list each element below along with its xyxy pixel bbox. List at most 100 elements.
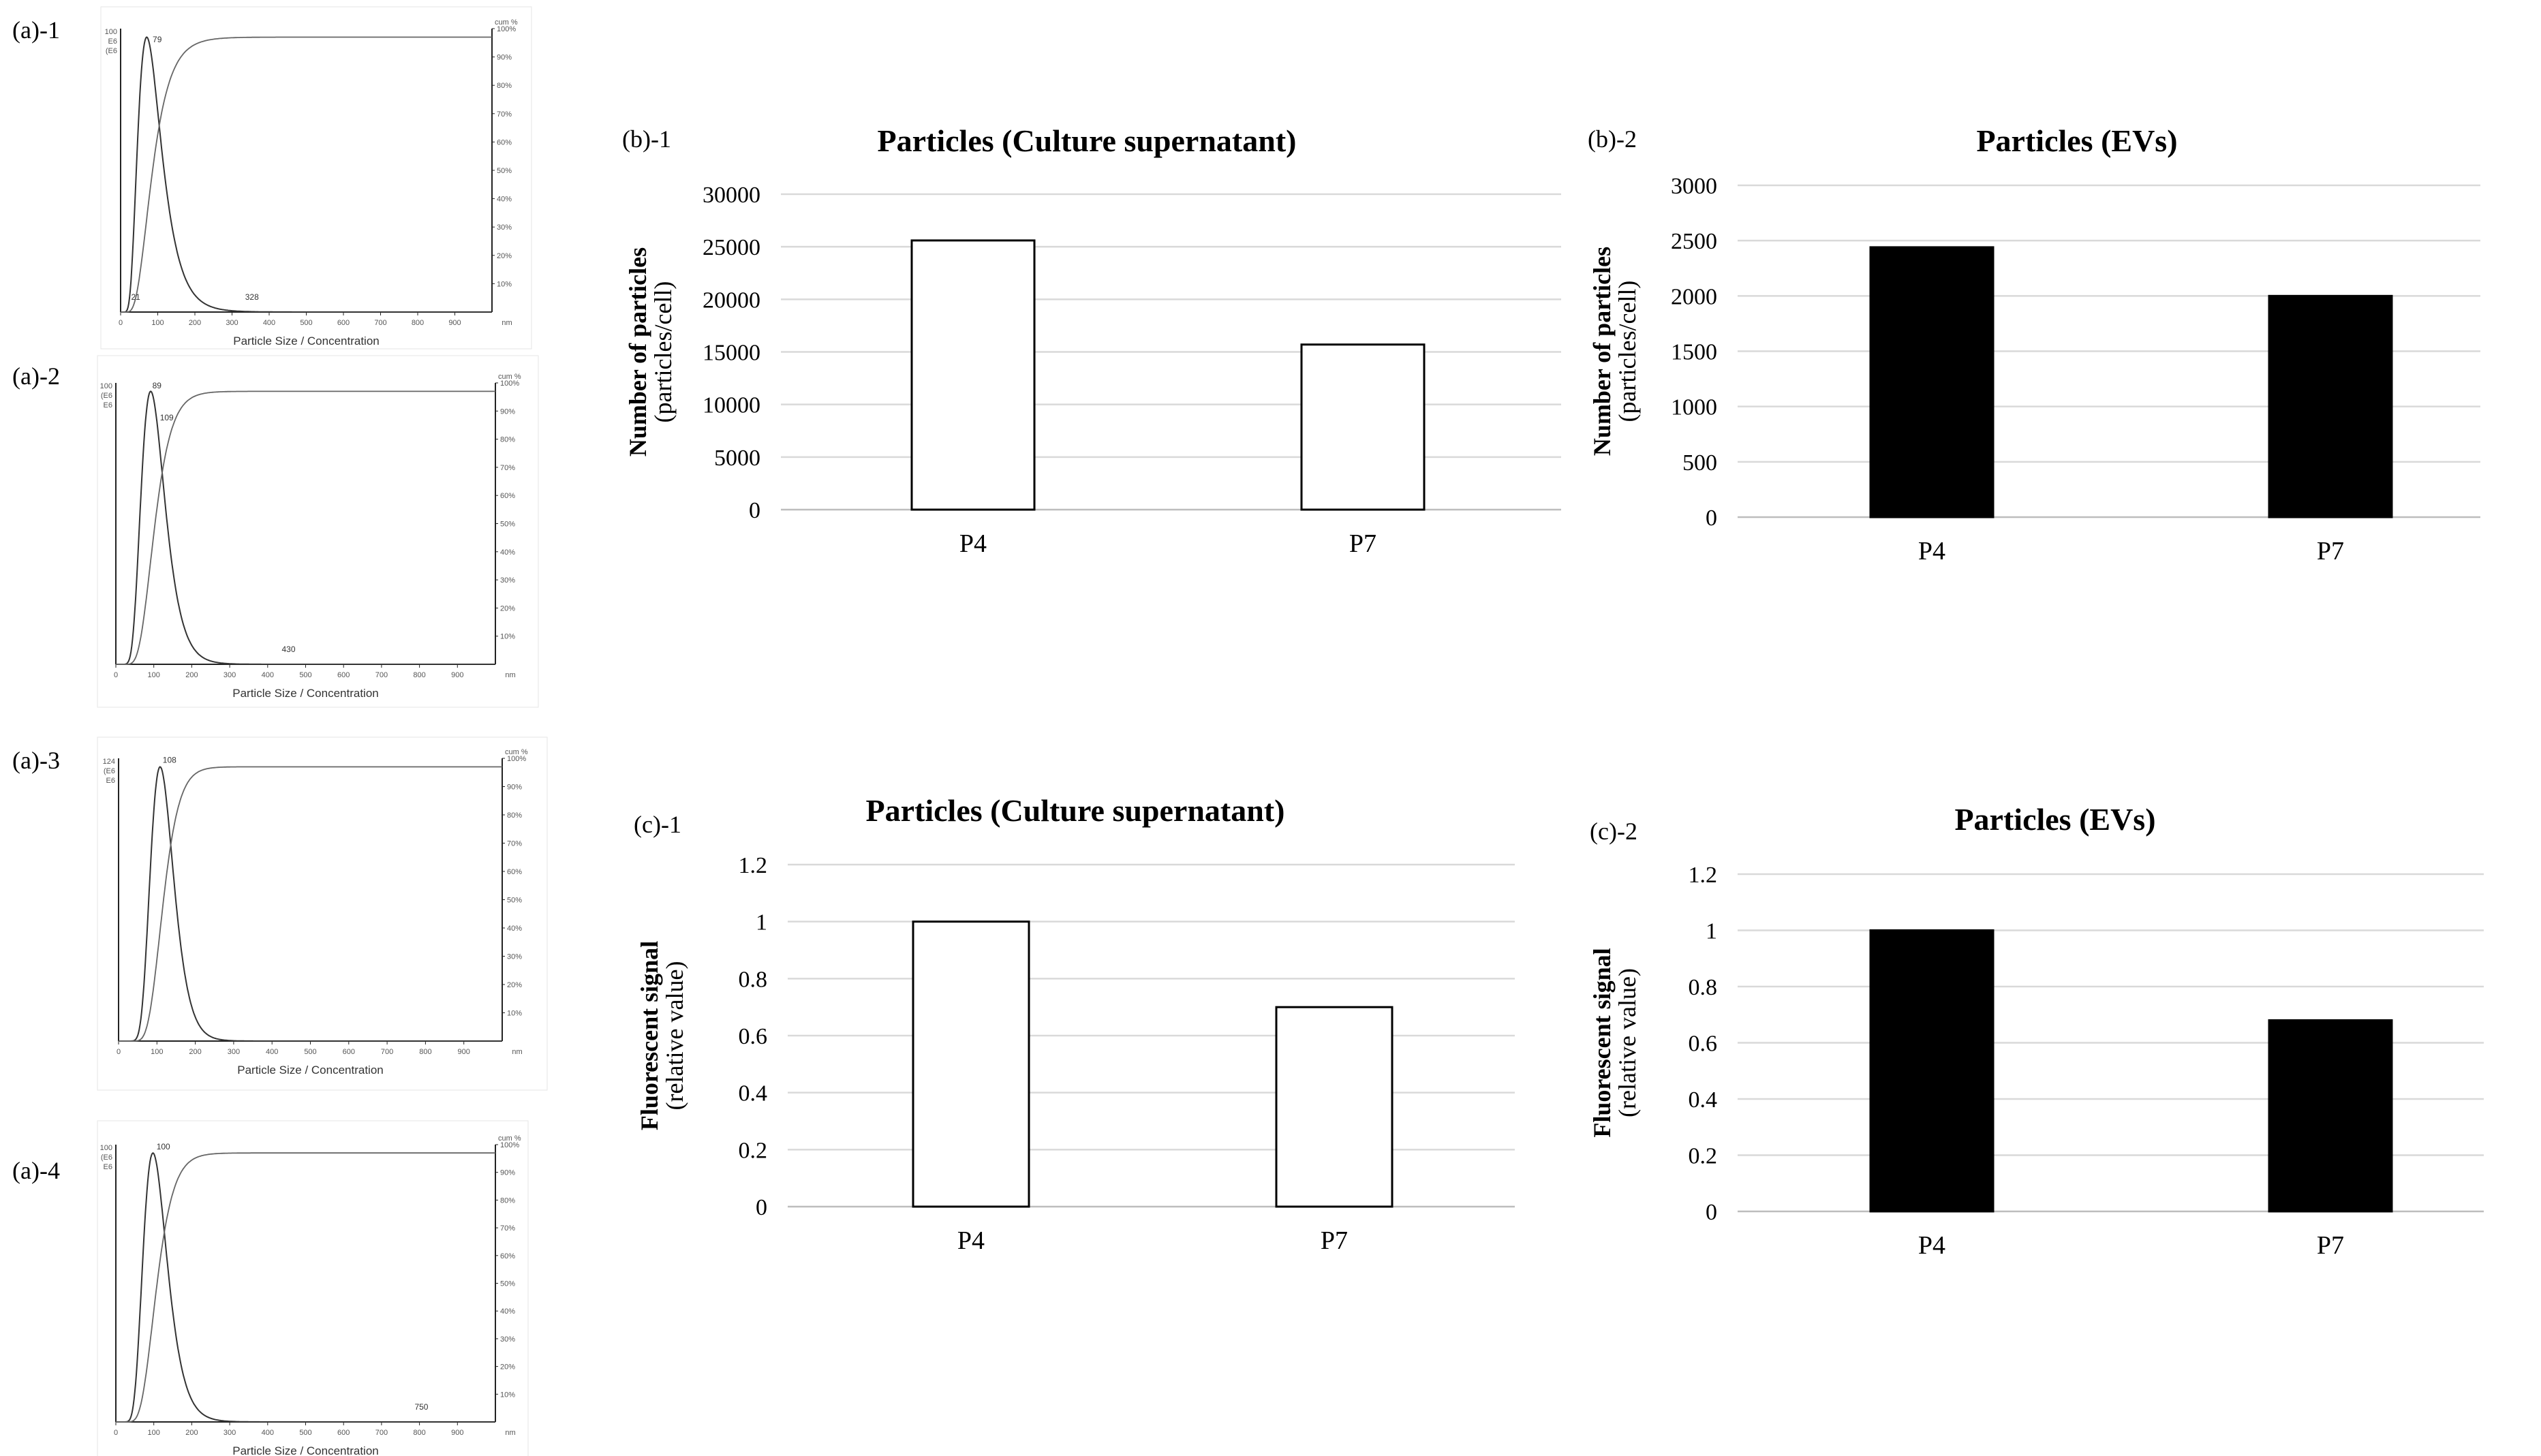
y2-unit-label: cum %: [495, 18, 518, 27]
y-tick-label: 0.4: [739, 1081, 768, 1106]
x-axis-title: Particle Size / Concentration: [233, 335, 380, 347]
y-tick-label: (E6: [104, 767, 115, 775]
y2-tick-label: 40%: [507, 925, 522, 933]
x-tick-label: 200: [185, 1429, 198, 1437]
y2-tick-label: 50%: [507, 897, 522, 905]
x-tick-label: 500: [299, 1429, 311, 1437]
panel-label: (a)-4: [12, 1157, 60, 1184]
y2-tick-label: 90%: [497, 54, 512, 62]
y2-tick-label: 80%: [500, 1196, 515, 1205]
x-tick-label: 200: [185, 671, 198, 679]
x-tick-label: 800: [412, 319, 424, 327]
y2-tick-label: 10%: [497, 280, 512, 288]
distribution-line: [116, 390, 495, 665]
x-tick-label: 900: [448, 319, 461, 327]
bar-p7: [1275, 1006, 1393, 1208]
y2-tick-label: 40%: [497, 196, 512, 204]
y-tick-label: (E6: [101, 1153, 112, 1162]
panel-label: (b)-2: [1588, 125, 1637, 153]
x-axis-title: Particle Size / Concentration: [232, 687, 379, 700]
y-tick-label: 2000: [1671, 284, 1717, 309]
x-tick-label: 100: [148, 671, 160, 679]
y2-tick-label: 10%: [500, 633, 515, 641]
x-tick-label: 400: [263, 319, 275, 327]
y-tick-label: 500: [1682, 450, 1717, 476]
y-tick-label: 3000: [1671, 174, 1717, 199]
bar-p7: [2268, 1019, 2393, 1213]
cumulative-line: [116, 1152, 495, 1423]
bar-chart-c1: [788, 863, 1515, 1208]
x-tick-label: 200: [189, 319, 201, 327]
panel-label: (c)-2: [1590, 818, 1637, 845]
x-tick-label: 800: [413, 671, 425, 679]
y2-unit-label: cum %: [505, 748, 528, 756]
x-tick-label: 300: [228, 1048, 240, 1056]
y2-tick-label: 20%: [500, 604, 515, 613]
peak-label: 21: [131, 292, 140, 302]
y-tick-label: 0: [1706, 506, 1717, 531]
x-tick-label: 400: [262, 671, 274, 679]
y-axis-unit: (relative value): [1614, 968, 1641, 1117]
x-axis-title: Particle Size / Concentration: [237, 1064, 384, 1076]
panel-label: (a)-1: [12, 16, 60, 44]
nta-chart-a2: [97, 355, 539, 708]
panel-label: (a)-3: [12, 747, 60, 774]
x-tick-label: 500: [300, 319, 312, 327]
y-tick-label: 0.2: [1689, 1144, 1718, 1169]
y2-tick-label: 10%: [500, 1391, 515, 1399]
x-tick-label: 600: [337, 671, 350, 679]
y2-tick-label: 80%: [497, 82, 512, 90]
y-tick-label: E6: [106, 777, 115, 785]
y-tick-label: 1.2: [1689, 863, 1718, 888]
chart-title: Particles (Culture supernatant): [866, 793, 1285, 828]
x-tick-label: 100: [151, 319, 164, 327]
y2-tick-label: 20%: [500, 1363, 515, 1372]
chart-title: Particles (EVs): [1976, 123, 2177, 158]
y-tick-label: 124: [103, 758, 115, 766]
category-label: P7: [1321, 1226, 1348, 1255]
x-tick-label: 700: [375, 671, 388, 679]
y2-tick-label: 100%: [500, 1141, 519, 1149]
y-tick-label: 0.8: [739, 967, 768, 992]
x-tick-label: 900: [451, 671, 463, 679]
bar-p4: [1869, 246, 1995, 518]
bar-chart-b2: [1738, 184, 2480, 518]
y2-tick-label: 60%: [507, 868, 522, 876]
y2-tick-label: 80%: [500, 436, 515, 444]
y-tick-label: (E6: [106, 47, 117, 55]
x-tick-label: 700: [381, 1048, 393, 1056]
y-tick-label: 100: [100, 382, 112, 390]
category-label: P4: [959, 529, 987, 558]
peak-label: 79: [153, 35, 162, 44]
peak-label: 328: [245, 292, 259, 302]
x-unit-label: nm: [505, 1429, 515, 1437]
y-tick-label: 0.6: [1689, 1032, 1718, 1057]
y-tick-label: 0: [756, 1195, 767, 1220]
y-tick-label: 0: [1706, 1200, 1717, 1225]
x-tick-label: 800: [419, 1048, 431, 1056]
cumulative-line: [121, 36, 492, 313]
cumulative-line: [119, 766, 502, 1042]
x-tick-label: 600: [337, 319, 350, 327]
x-tick-label: 100: [151, 1048, 163, 1056]
x-tick-label: 700: [374, 319, 386, 327]
y2-tick-label: 90%: [500, 407, 515, 416]
y2-tick-label: 50%: [497, 167, 512, 175]
y-tick-label: 5000: [714, 446, 760, 471]
y-tick-label: 100: [105, 28, 117, 36]
panel-label: (b)-1: [622, 125, 671, 153]
x-tick-label: 400: [266, 1048, 278, 1056]
x-unit-label: nm: [505, 671, 515, 679]
y2-tick-label: 30%: [500, 576, 515, 585]
x-tick-label: 0: [119, 319, 123, 327]
cumulative-line: [116, 390, 495, 665]
y-tick-label: E6: [108, 37, 117, 46]
y-axis-title: Fluorescent signal: [1588, 948, 1616, 1137]
x-tick-label: 600: [343, 1048, 355, 1056]
y2-unit-label: cum %: [498, 373, 521, 381]
nta-frame: [100, 6, 532, 350]
x-tick-label: 0: [117, 1048, 121, 1056]
bar-p7: [1300, 343, 1426, 511]
y2-tick-label: 70%: [497, 110, 512, 119]
y2-tick-label: 100%: [500, 380, 519, 388]
